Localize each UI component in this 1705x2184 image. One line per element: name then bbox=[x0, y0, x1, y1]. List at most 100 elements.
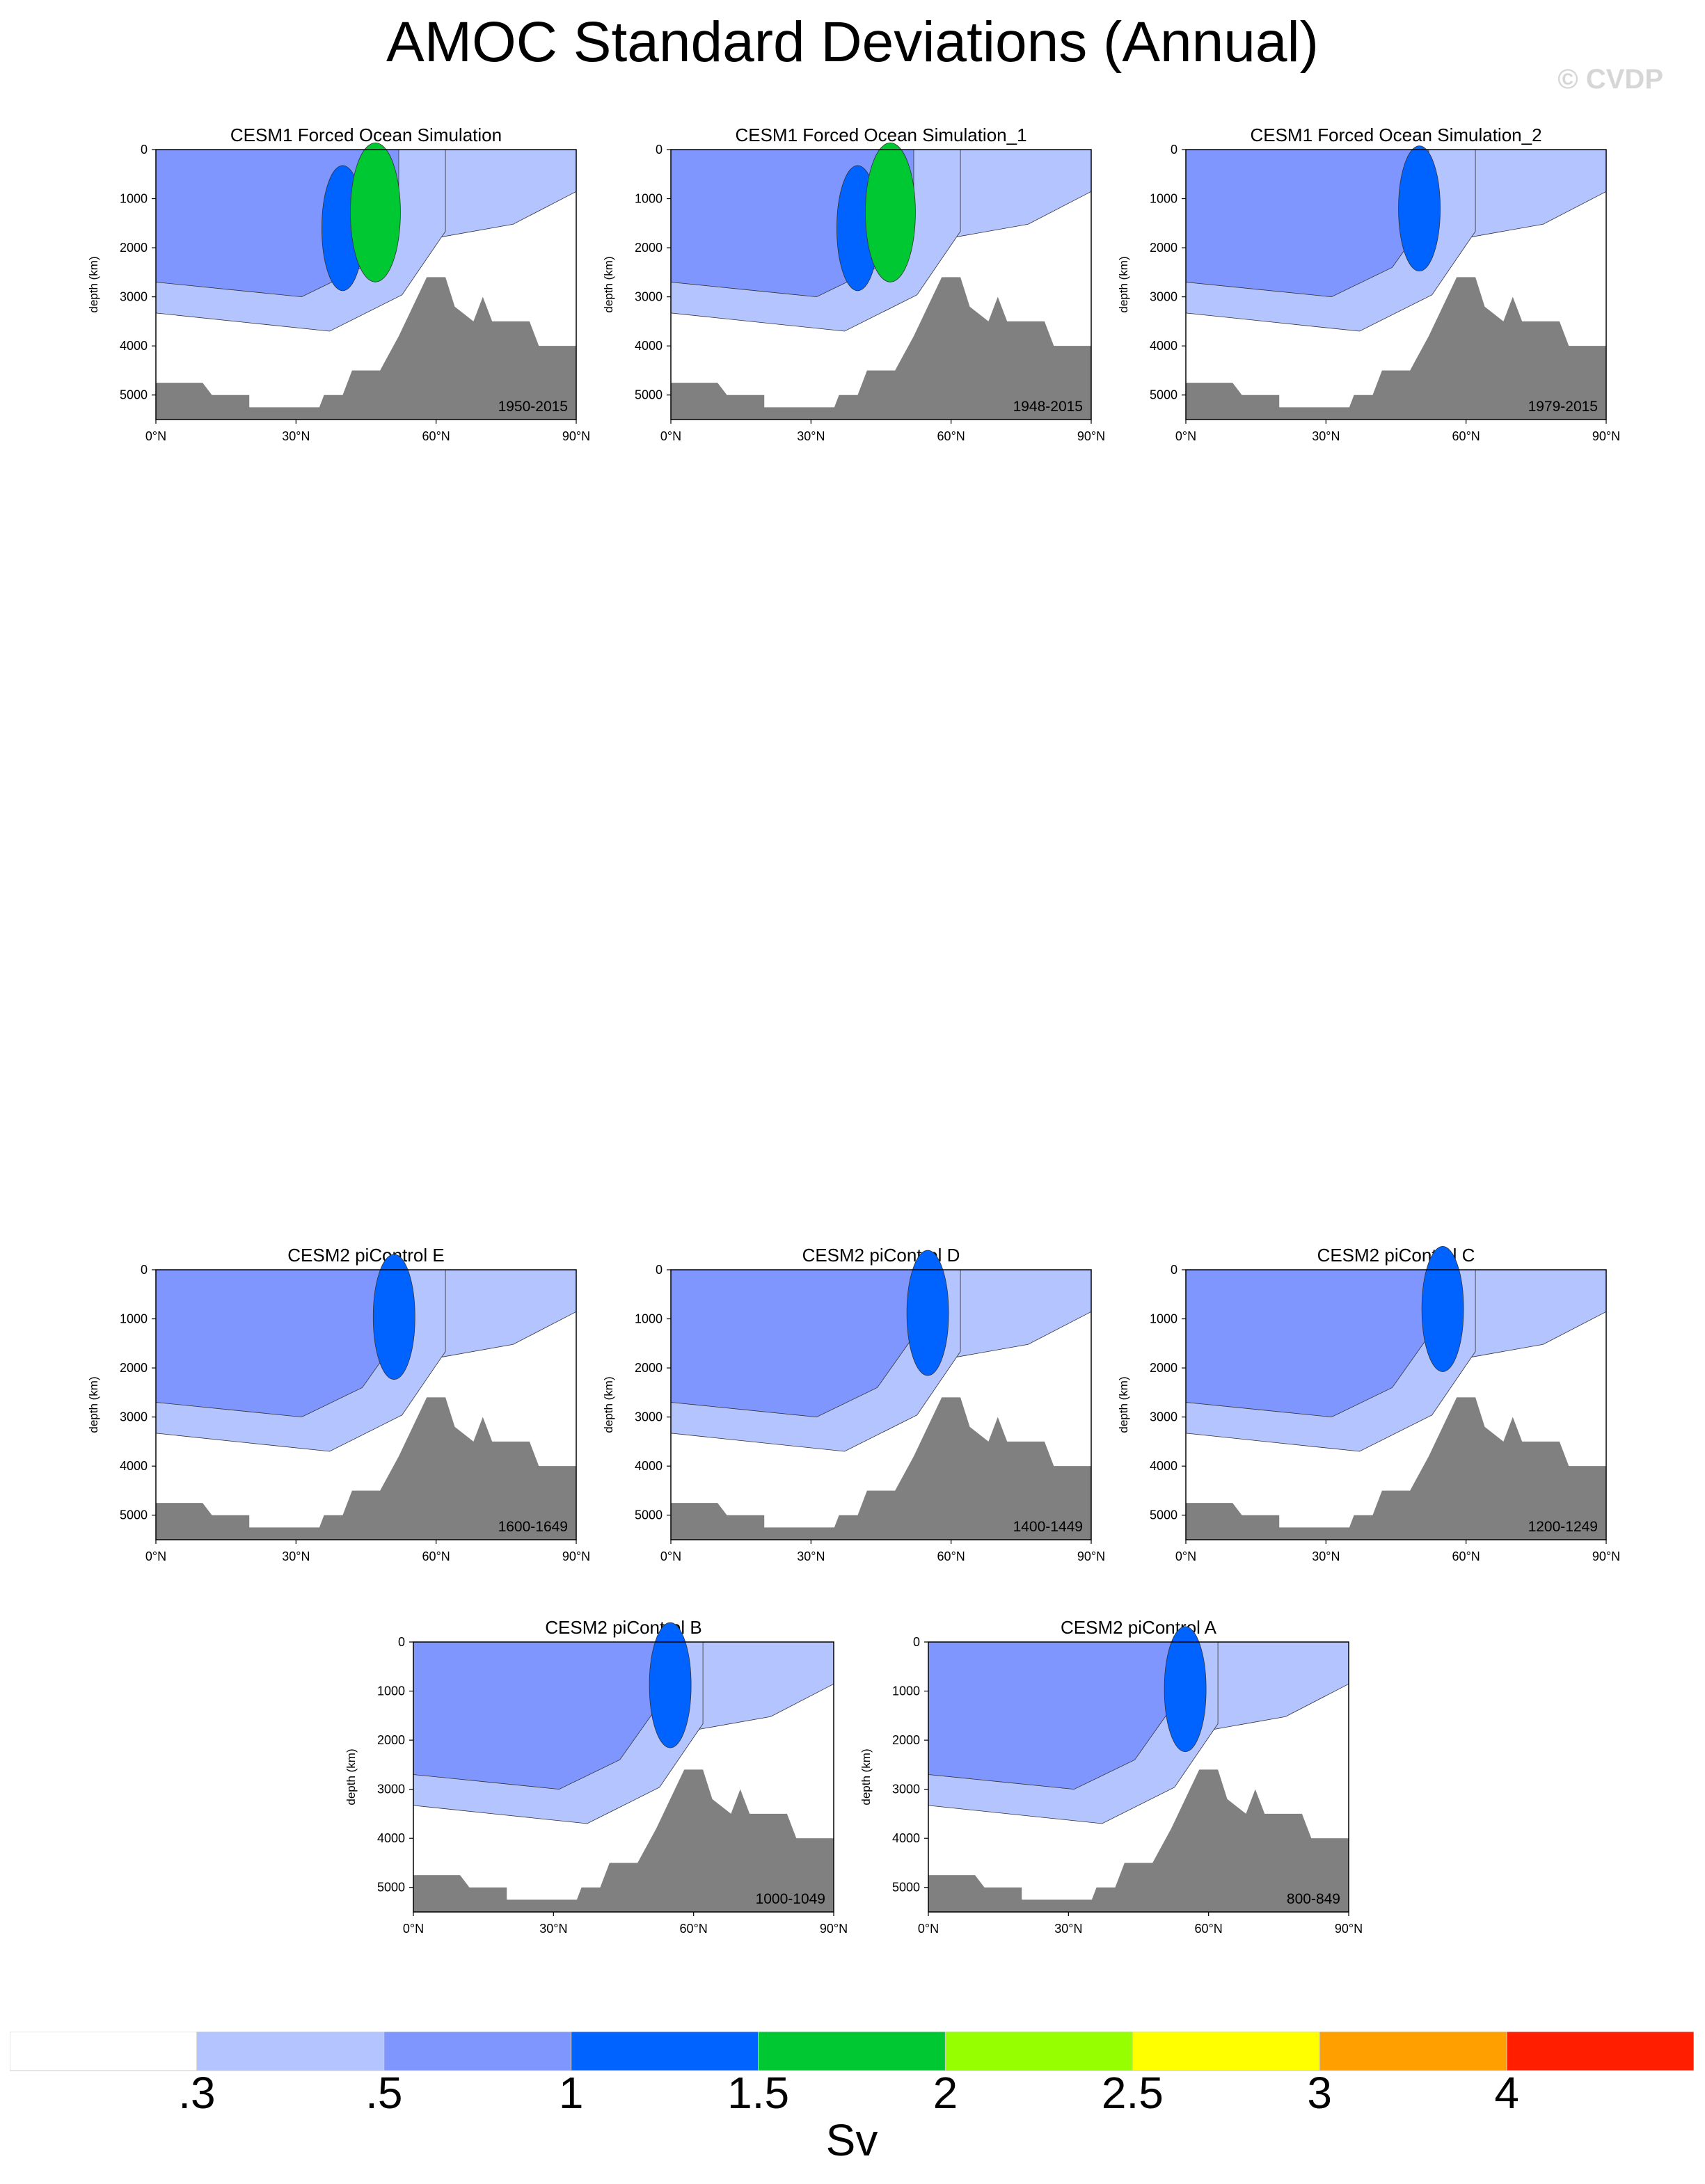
y-tick-label: 2000 bbox=[1150, 241, 1177, 255]
y-tick-label: 4000 bbox=[892, 1831, 920, 1845]
colorbar-swatch bbox=[758, 2031, 946, 2071]
colorbar-level-label: 2.5 bbox=[1102, 2068, 1164, 2118]
x-tick-label: 30°N bbox=[1312, 429, 1340, 443]
chart-panel-4: CESM2 piControl E 0 1000 2000 3000 4000 5000 0°… bbox=[84, 1242, 598, 1590]
y-axis-label: depth (km) bbox=[602, 1376, 615, 1433]
colorbar-swatch bbox=[1132, 2031, 1320, 2071]
y-axis-label: depth (km) bbox=[87, 1376, 100, 1433]
y-tick-label: 1000 bbox=[120, 1312, 148, 1326]
y-tick-label: 3000 bbox=[1150, 290, 1177, 304]
x-tick-label: 0°N bbox=[1175, 1549, 1196, 1563]
sv-core bbox=[1164, 1626, 1207, 1753]
x-tick-label: 60°N bbox=[680, 1922, 708, 1936]
ocean-floor bbox=[413, 1769, 834, 1912]
y-tick-label: 0 bbox=[913, 1635, 920, 1649]
chart-panel-8: CESM2 piControl A 0 1000 2000 3000 4000 5000 0°… bbox=[856, 1614, 1371, 1962]
y-tick-label: 2000 bbox=[635, 1361, 663, 1375]
colorbar-level-label: 1 bbox=[559, 2068, 584, 2118]
plot-frame bbox=[928, 1641, 1349, 1913]
x-tick-label: 60°N bbox=[937, 429, 965, 443]
y-tick-label: 5000 bbox=[120, 1508, 148, 1522]
y-tick-label: 1000 bbox=[892, 1684, 920, 1698]
plot-frame bbox=[413, 1641, 834, 1913]
x-tick-label: 60°N bbox=[1195, 1922, 1223, 1936]
chart-panel-2: CESM1 Forced Ocean Simulation_1 0 1000 2000… bbox=[598, 122, 1113, 470]
y-tick-label: 5000 bbox=[635, 1508, 663, 1522]
y-axis-label: depth (km) bbox=[87, 256, 100, 312]
y-tick-label: 0 bbox=[656, 143, 663, 157]
y-tick-label: 1000 bbox=[120, 192, 148, 206]
colorbar-swatch bbox=[1319, 2031, 1507, 2071]
amoc-panel-svg: CESM2 piControl B0100020003000400050000°… bbox=[344, 1617, 848, 1936]
y-tick-label: 3000 bbox=[377, 1783, 405, 1796]
chart-panel-6: CESM2 piControl C 0 1000 2000 3000 4000 5000 0°… bbox=[1113, 1242, 1628, 1590]
x-tick-label: 90°N bbox=[820, 1922, 848, 1936]
x-tick-label: 0°N bbox=[660, 1549, 681, 1563]
period-label: 1950-2015 bbox=[498, 399, 568, 415]
y-tick-label: 3000 bbox=[635, 1410, 663, 1424]
y-tick-label: 0 bbox=[141, 1263, 148, 1277]
y-tick-label: 4000 bbox=[377, 1831, 405, 1845]
y-tick-label: 3000 bbox=[635, 290, 663, 304]
x-tick-label: 30°N bbox=[797, 1549, 825, 1563]
x-tick-label: 90°N bbox=[1077, 1549, 1105, 1563]
x-tick-label: 0°N bbox=[1175, 429, 1196, 443]
y-axis-label: depth (km) bbox=[344, 1748, 358, 1805]
y-tick-label: 2000 bbox=[1150, 1361, 1177, 1375]
panel-title: CESM1 Forced Ocean Simulation_2 bbox=[1250, 125, 1541, 145]
x-tick-label: 90°N bbox=[1592, 429, 1620, 443]
y-tick-label: 5000 bbox=[1150, 1508, 1177, 1522]
y-tick-label: 0 bbox=[398, 1635, 405, 1649]
y-tick-label: 4000 bbox=[635, 339, 663, 353]
amoc-panel-svg: CESM1 Forced Ocean Simulation 0 1000 2000 30… bbox=[87, 125, 590, 443]
ocean-floor bbox=[671, 277, 1091, 420]
sv-core bbox=[1398, 145, 1441, 272]
colorbar-units-label: Sv bbox=[826, 2115, 878, 2165]
sv-core bbox=[372, 1254, 415, 1380]
y-axis-label: depth (km) bbox=[1117, 256, 1130, 312]
y-tick-label: 5000 bbox=[635, 388, 663, 402]
y-tick-label: 4000 bbox=[120, 339, 148, 353]
ocean-floor bbox=[1186, 1397, 1606, 1540]
plot-frame bbox=[1185, 149, 1607, 420]
page-title: AMOC Standard Deviations (Annual) bbox=[386, 10, 1319, 74]
period-label: 1948-2015 bbox=[1013, 399, 1083, 415]
y-tick-label: 2000 bbox=[635, 241, 663, 255]
colorbar-swatch bbox=[383, 2031, 572, 2071]
plot-frame bbox=[670, 1269, 1092, 1540]
y-axis-label: depth (km) bbox=[602, 256, 615, 312]
amoc-panel-svg: CESM2 piControl A0100020003000400050000°… bbox=[859, 1617, 1363, 1936]
watermark: © CVDP bbox=[1557, 64, 1663, 95]
sv-core bbox=[865, 142, 916, 282]
x-tick-label: 60°N bbox=[937, 1549, 965, 1563]
plot-frame bbox=[155, 1269, 577, 1540]
amoc-panel-svg: CESM2 piControl C0100020003000400050000°… bbox=[1117, 1245, 1620, 1563]
sv-core bbox=[649, 1622, 692, 1748]
period-label: 1200-1249 bbox=[1528, 1519, 1598, 1535]
amoc-panel-svg: CESM2 piControl E 0 1000 2000 3000 4000 5000 0°… bbox=[87, 1245, 590, 1563]
y-axis-label: depth (km) bbox=[859, 1748, 873, 1805]
ocean-floor bbox=[928, 1769, 1349, 1912]
y-tick-label: 2000 bbox=[377, 1733, 405, 1747]
x-tick-label: 30°N bbox=[797, 429, 825, 443]
x-tick-label: 90°N bbox=[562, 429, 590, 443]
y-tick-label: 0 bbox=[1171, 1263, 1177, 1277]
colorbar-swatch bbox=[196, 2031, 385, 2071]
period-label: 1400-1449 bbox=[1013, 1519, 1083, 1535]
x-tick-label: 0°N bbox=[403, 1922, 424, 1936]
sv-core bbox=[350, 142, 401, 282]
y-tick-label: 1000 bbox=[377, 1684, 405, 1698]
y-tick-label: 3000 bbox=[892, 1783, 920, 1796]
colorbar-level-label: 4 bbox=[1494, 2068, 1519, 2118]
chart-panel-3: CESM1 Forced Ocean Simulation_2 0 1000 2000… bbox=[1113, 122, 1628, 470]
plot-frame bbox=[155, 149, 577, 420]
x-tick-label: 30°N bbox=[282, 1549, 310, 1563]
ocean-floor bbox=[671, 1397, 1091, 1540]
ocean-floor bbox=[1186, 277, 1606, 420]
period-label: 1000-1049 bbox=[756, 1891, 825, 1907]
chart-panel-7: CESM2 piControl B 0 1000 2000 3000 4000 5000 0°… bbox=[341, 1614, 856, 1962]
plot-frame bbox=[1185, 1269, 1607, 1540]
y-axis-label: depth (km) bbox=[1117, 1376, 1130, 1433]
plot-frame bbox=[670, 149, 1092, 420]
colorbar-swatch bbox=[1506, 2031, 1695, 2071]
